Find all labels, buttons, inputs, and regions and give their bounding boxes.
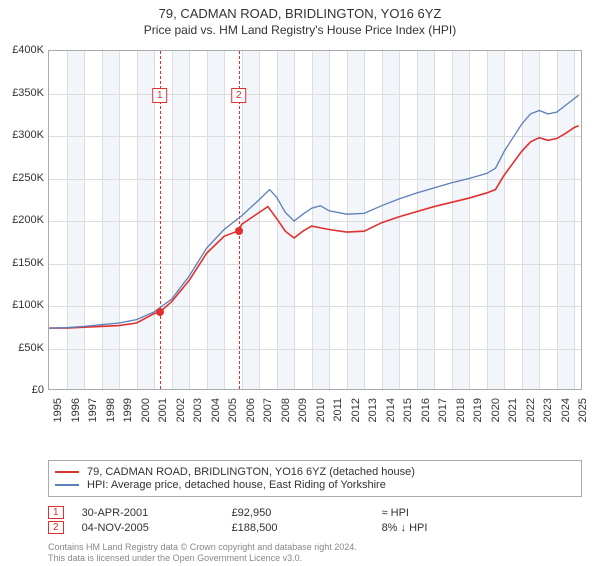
- x-axis-tick-label: 2019: [472, 398, 484, 422]
- x-axis-tick-label: 2016: [420, 398, 432, 422]
- tx-index-badge: 2: [48, 521, 64, 534]
- data-point: [235, 227, 243, 235]
- legend-swatch: [55, 471, 79, 473]
- x-axis-tick-label: 2023: [542, 398, 554, 422]
- tx-delta: ≈ HPI: [382, 507, 482, 519]
- y-axis-tick-label: £150K: [12, 257, 44, 269]
- y-axis-tick-label: £100K: [12, 299, 44, 311]
- x-axis-tick-label: 2021: [507, 398, 519, 422]
- chart-subtitle: Price paid vs. HM Land Registry's House …: [0, 23, 600, 37]
- y-axis-tick-label: £350K: [12, 87, 44, 99]
- y-axis-tick-label: £250K: [12, 172, 44, 184]
- x-axis-tick-label: 2024: [560, 398, 572, 422]
- y-axis-tick-label: £200K: [12, 214, 44, 226]
- footer-line: This data is licensed under the Open Gov…: [48, 553, 582, 564]
- transactions-table: 1 30-APR-2001 £92,950 ≈ HPI 2 04-NOV-200…: [48, 504, 582, 536]
- x-axis-tick-label: 1996: [70, 398, 82, 422]
- y-axis-tick-label: £0: [32, 384, 44, 396]
- legend: 79, CADMAN ROAD, BRIDLINGTON, YO16 6YZ (…: [48, 460, 582, 497]
- legend-item-price-paid: 79, CADMAN ROAD, BRIDLINGTON, YO16 6YZ (…: [55, 466, 575, 478]
- footer-line: Contains HM Land Registry data © Crown c…: [48, 542, 582, 553]
- x-axis-tick-label: 2009: [297, 398, 309, 422]
- x-axis-tick-label: 2007: [262, 398, 274, 422]
- chart-area: 12 £0£50K£100K£150K£200K£250K£300K£350K£…: [48, 50, 582, 420]
- x-axis-tick-label: 2014: [385, 398, 397, 422]
- footer-attribution: Contains HM Land Registry data © Crown c…: [48, 542, 582, 564]
- x-axis-tick-label: 1999: [122, 398, 134, 422]
- y-axis-tick-label: £300K: [12, 129, 44, 141]
- chart-container: 79, CADMAN ROAD, BRIDLINGTON, YO16 6YZ P…: [0, 6, 600, 566]
- x-axis-tick-label: 1998: [105, 398, 117, 422]
- x-axis-tick-label: 2022: [525, 398, 537, 422]
- x-axis-tick-label: 2003: [192, 398, 204, 422]
- table-row: 1 30-APR-2001 £92,950 ≈ HPI: [48, 506, 582, 519]
- x-axis-tick-label: 2013: [367, 398, 379, 422]
- tx-price: £188,500: [232, 522, 382, 534]
- x-axis-tick-label: 2025: [577, 398, 589, 422]
- x-axis-tick-label: 2001: [157, 398, 169, 422]
- y-axis-tick-label: £400K: [12, 44, 44, 56]
- x-axis-tick-label: 2020: [490, 398, 502, 422]
- tx-delta: 8% ↓ HPI: [382, 522, 482, 534]
- table-row: 2 04-NOV-2005 £188,500 8% ↓ HPI: [48, 521, 582, 534]
- legend-label: HPI: Average price, detached house, East…: [87, 479, 386, 491]
- tx-price: £92,950: [232, 507, 382, 519]
- x-axis-tick-label: 2004: [210, 398, 222, 422]
- x-axis-tick-label: 2010: [315, 398, 327, 422]
- data-point: [156, 308, 164, 316]
- legend-label: 79, CADMAN ROAD, BRIDLINGTON, YO16 6YZ (…: [87, 466, 415, 478]
- plot-region: 12: [48, 50, 582, 390]
- x-axis-tick-label: 2002: [175, 398, 187, 422]
- x-axis-tick-label: 2005: [227, 398, 239, 422]
- chart-title: 79, CADMAN ROAD, BRIDLINGTON, YO16 6YZ: [0, 6, 600, 21]
- y-axis-tick-label: £50K: [18, 342, 44, 354]
- x-axis-tick-label: 2018: [455, 398, 467, 422]
- tx-date: 30-APR-2001: [82, 507, 232, 519]
- x-axis-tick-label: 2006: [245, 398, 257, 422]
- x-axis-tick-label: 2012: [350, 398, 362, 422]
- legend-swatch: [55, 484, 79, 486]
- x-axis-tick-label: 2000: [140, 398, 152, 422]
- x-axis-tick-label: 1997: [87, 398, 99, 422]
- x-axis-tick-label: 2008: [280, 398, 292, 422]
- x-axis-tick-label: 2011: [332, 398, 344, 422]
- x-axis-tick-label: 2017: [437, 398, 449, 422]
- tx-date: 04-NOV-2005: [82, 522, 232, 534]
- x-axis-tick-label: 1995: [52, 398, 64, 422]
- tx-index-badge: 1: [48, 506, 64, 519]
- legend-item-hpi: HPI: Average price, detached house, East…: [55, 479, 575, 491]
- x-axis-tick-label: 2015: [402, 398, 414, 422]
